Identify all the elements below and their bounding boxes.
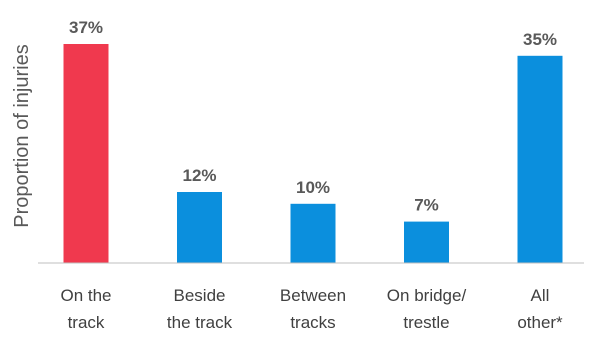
x-tick-label-2: Beside the track (167, 286, 233, 332)
x-tick-label-4: On bridge/trestle (387, 286, 467, 332)
x-tick-label-1-line-2: track (68, 313, 105, 332)
x-tick-label-1: On the track (60, 286, 111, 332)
x-tick-label-3-line-1: Between (280, 286, 346, 305)
x-tick-label-5-line-1: All (531, 286, 550, 305)
bar-5 (518, 56, 563, 263)
bar-2 (177, 192, 222, 263)
x-tick-label-2-line-2: the track (167, 313, 233, 332)
data-label-3: 10% (296, 178, 330, 197)
data-label-5: 35% (523, 30, 557, 49)
x-tick-label-5-line-2: other* (517, 313, 563, 332)
data-label-4: 7% (414, 196, 439, 215)
x-tick-label-3-line-2: tracks (290, 313, 335, 332)
x-tick-label-4-line-2: trestle (403, 313, 449, 332)
x-tick-label-4-line-1: On bridge/ (387, 286, 467, 305)
bar-4 (404, 222, 449, 263)
data-label-2: 12% (182, 166, 216, 185)
y-axis-label: Proportion of injuries (11, 44, 33, 227)
data-labels-group: 37% 12% 10% 7% 35% (69, 18, 557, 215)
bar-1 (64, 44, 109, 263)
x-tick-label-1-line-1: On the (60, 286, 111, 305)
data-label-1: 37% (69, 18, 103, 37)
x-tick-label-2-line-1: Beside (174, 286, 226, 305)
x-tick-label-3: Between tracks (280, 286, 346, 332)
x-tick-label-5: All other* (517, 286, 563, 332)
x-tick-labels-group: On the track Beside the track Between tracks O… (60, 286, 563, 332)
bar-3 (291, 204, 336, 263)
bars-group (64, 44, 563, 263)
